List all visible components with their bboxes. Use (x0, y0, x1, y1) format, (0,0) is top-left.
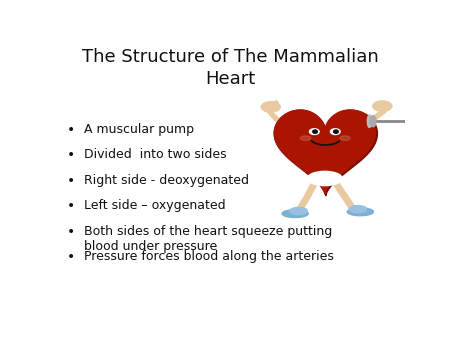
Text: •: • (67, 199, 75, 213)
Ellipse shape (307, 171, 342, 186)
Ellipse shape (370, 116, 376, 127)
Ellipse shape (290, 208, 307, 215)
Ellipse shape (413, 116, 419, 127)
Text: •: • (67, 123, 75, 137)
Text: Right side - deoxygenated: Right side - deoxygenated (84, 173, 249, 187)
Text: Left side – oxygenated: Left side – oxygenated (84, 199, 226, 212)
Ellipse shape (340, 136, 350, 141)
Ellipse shape (349, 206, 367, 213)
Text: •: • (67, 250, 75, 264)
Text: Both sides of the heart squeeze putting
blood under pressure: Both sides of the heart squeeze putting … (84, 224, 333, 253)
Text: Divided  into two sides: Divided into two sides (84, 148, 227, 161)
Ellipse shape (418, 115, 422, 127)
Ellipse shape (282, 210, 308, 218)
Polygon shape (274, 110, 375, 194)
Ellipse shape (301, 136, 311, 141)
Text: Pressure forces blood along the arteries: Pressure forces blood along the arteries (84, 250, 334, 263)
Ellipse shape (330, 129, 340, 135)
Text: •: • (67, 173, 75, 188)
Ellipse shape (373, 101, 392, 111)
Text: •: • (67, 224, 75, 239)
Text: •: • (67, 148, 75, 162)
Ellipse shape (347, 208, 374, 216)
Ellipse shape (367, 115, 372, 127)
Ellipse shape (313, 130, 317, 134)
Ellipse shape (334, 130, 338, 134)
Text: The Structure of The Mammalian
Heart: The Structure of The Mammalian Heart (82, 48, 379, 88)
Text: A muscular pump: A muscular pump (84, 123, 194, 136)
Ellipse shape (261, 102, 280, 112)
Ellipse shape (310, 129, 319, 135)
Polygon shape (274, 110, 378, 196)
